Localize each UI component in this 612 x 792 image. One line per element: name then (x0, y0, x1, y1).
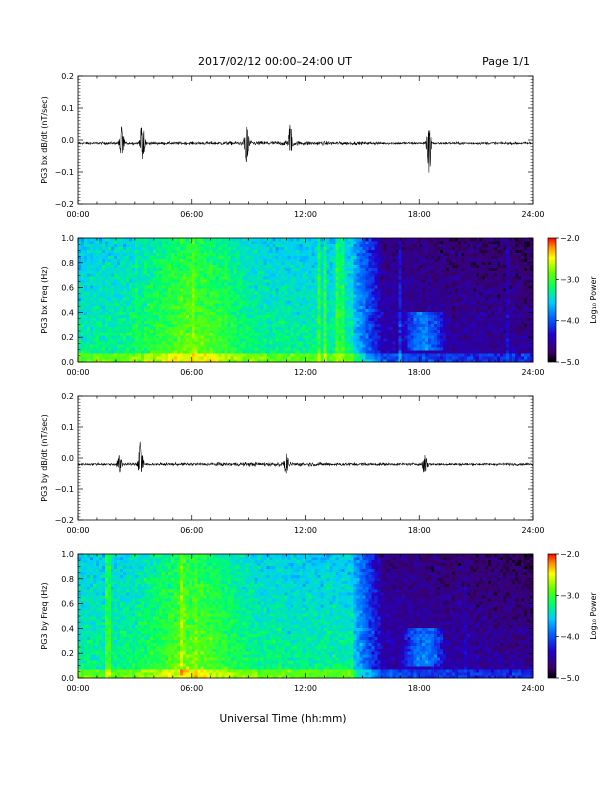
y-axis-label: PG3 by dB/dt (nT/sec) (40, 414, 49, 501)
y-tick-label: −0.1 (55, 485, 74, 494)
colorbar-tick-label: −2.0 (560, 234, 579, 243)
x-tick-label: 24:00 (521, 684, 544, 693)
y-tick-label: 1.0 (61, 234, 74, 243)
page-title: 2017/02/12 00:00–24:00 UT (198, 55, 352, 68)
panels: 00:00 06:00 12:00 18:00 24:00 0.2 0.1 0.0 −0.1 −0… (40, 72, 598, 693)
x-tick-label: 18:00 (408, 526, 431, 535)
y-axis-label: PG3 bx dB/dt (nT/sec) (40, 96, 49, 183)
y-tick-label: 0.1 (61, 104, 74, 113)
y-tick-label: 0.8 (61, 259, 74, 268)
x-tick-label: 24:00 (521, 526, 544, 535)
line-panel: 00:00 06:00 12:00 18:00 24:00 0.2 0.1 0.0 −0.1 −0… (40, 72, 545, 219)
y-tick-label: 0.2 (61, 392, 74, 401)
x-tick-label: 24:00 (521, 210, 544, 219)
heatmap-cells (78, 238, 534, 363)
y-tick-label: 0.2 (61, 649, 74, 658)
y-tick-label: 0.8 (61, 575, 74, 584)
y-tick-label: 0.1 (61, 423, 74, 432)
series-line (77, 441, 534, 474)
x-tick-label: 06:00 (180, 210, 203, 219)
x-tick-label: 12:00 (294, 684, 317, 693)
colorbar (547, 553, 557, 679)
y-tick-label: 0.0 (61, 358, 74, 367)
x-tick-label: 12:00 (294, 526, 317, 535)
x-tick-label: 00:00 (66, 684, 89, 693)
y-tick-label: 0.2 (61, 333, 74, 342)
spectrogram-panel: −2.0 −3.0 −4.0 −5.0 Log₁₀ Power 00:00 06:00 12:… (40, 234, 598, 377)
colorbar-tick-label: −2.0 (560, 550, 579, 559)
colorbar (547, 237, 557, 363)
colorbar-label: Log₁₀ Power (589, 276, 598, 324)
series-line (77, 124, 534, 173)
x-tick-label: 18:00 (408, 684, 431, 693)
x-tick-label: 18:00 (408, 368, 431, 377)
x-tick-label: 18:00 (408, 210, 431, 219)
x-axis-label: Universal Time (hh:mm) (220, 713, 347, 725)
colorbar-tick-label: −5.0 (560, 674, 579, 683)
page-number: Page 1/1 (482, 55, 530, 68)
y-tick-label: 0.0 (61, 674, 74, 683)
y-tick-label: −0.2 (55, 200, 74, 209)
x-tick-label: 06:00 (180, 684, 203, 693)
x-tick-label: 06:00 (180, 368, 203, 377)
colorbar-tick-label: −5.0 (560, 358, 579, 367)
y-tick-label: 0.4 (61, 308, 74, 317)
y-tick-label: 0.2 (61, 72, 74, 81)
x-tick-label: 00:00 (66, 526, 89, 535)
heatmap-cells (78, 554, 534, 679)
line-panel: 00:00 06:00 12:00 18:00 24:00 0.2 0.1 0.0 −0.1 −0… (40, 392, 545, 535)
y-tick-label: 1.0 (61, 550, 74, 559)
colorbar-tick-label: −3.0 (560, 275, 579, 284)
y-tick-label: −0.1 (55, 168, 74, 177)
plot-frame (77, 395, 534, 521)
y-tick-label: 0.0 (61, 454, 74, 463)
y-tick-label: −0.2 (55, 516, 74, 525)
spectrogram-panel: −2.0 −3.0 −4.0 −5.0 Log₁₀ Power 00:00 06:00 12:… (40, 550, 598, 693)
y-axis-label: PG3 by Freq (Hz) (40, 582, 49, 649)
y-tick-label: 0.6 (61, 600, 74, 609)
colorbar-tick-label: −4.0 (560, 633, 579, 642)
colorbar-label: Log₁₀ Power (589, 592, 598, 640)
x-tick-label: 00:00 (66, 210, 89, 219)
colorbar-tick-label: −4.0 (560, 317, 579, 326)
x-tick-label: 12:00 (294, 368, 317, 377)
x-tick-label: 06:00 (180, 526, 203, 535)
y-tick-label: 0.0 (61, 136, 74, 145)
plot-frame (77, 75, 534, 205)
y-tick-label: 0.4 (61, 624, 74, 633)
colorbar-tick-label: −3.0 (560, 591, 579, 600)
x-tick-label: 00:00 (66, 368, 89, 377)
x-tick-label: 12:00 (294, 210, 317, 219)
y-tick-label: 0.6 (61, 284, 74, 293)
x-tick-label: 24:00 (521, 368, 544, 377)
y-axis-label: PG3 bx Freq (Hz) (40, 266, 49, 333)
